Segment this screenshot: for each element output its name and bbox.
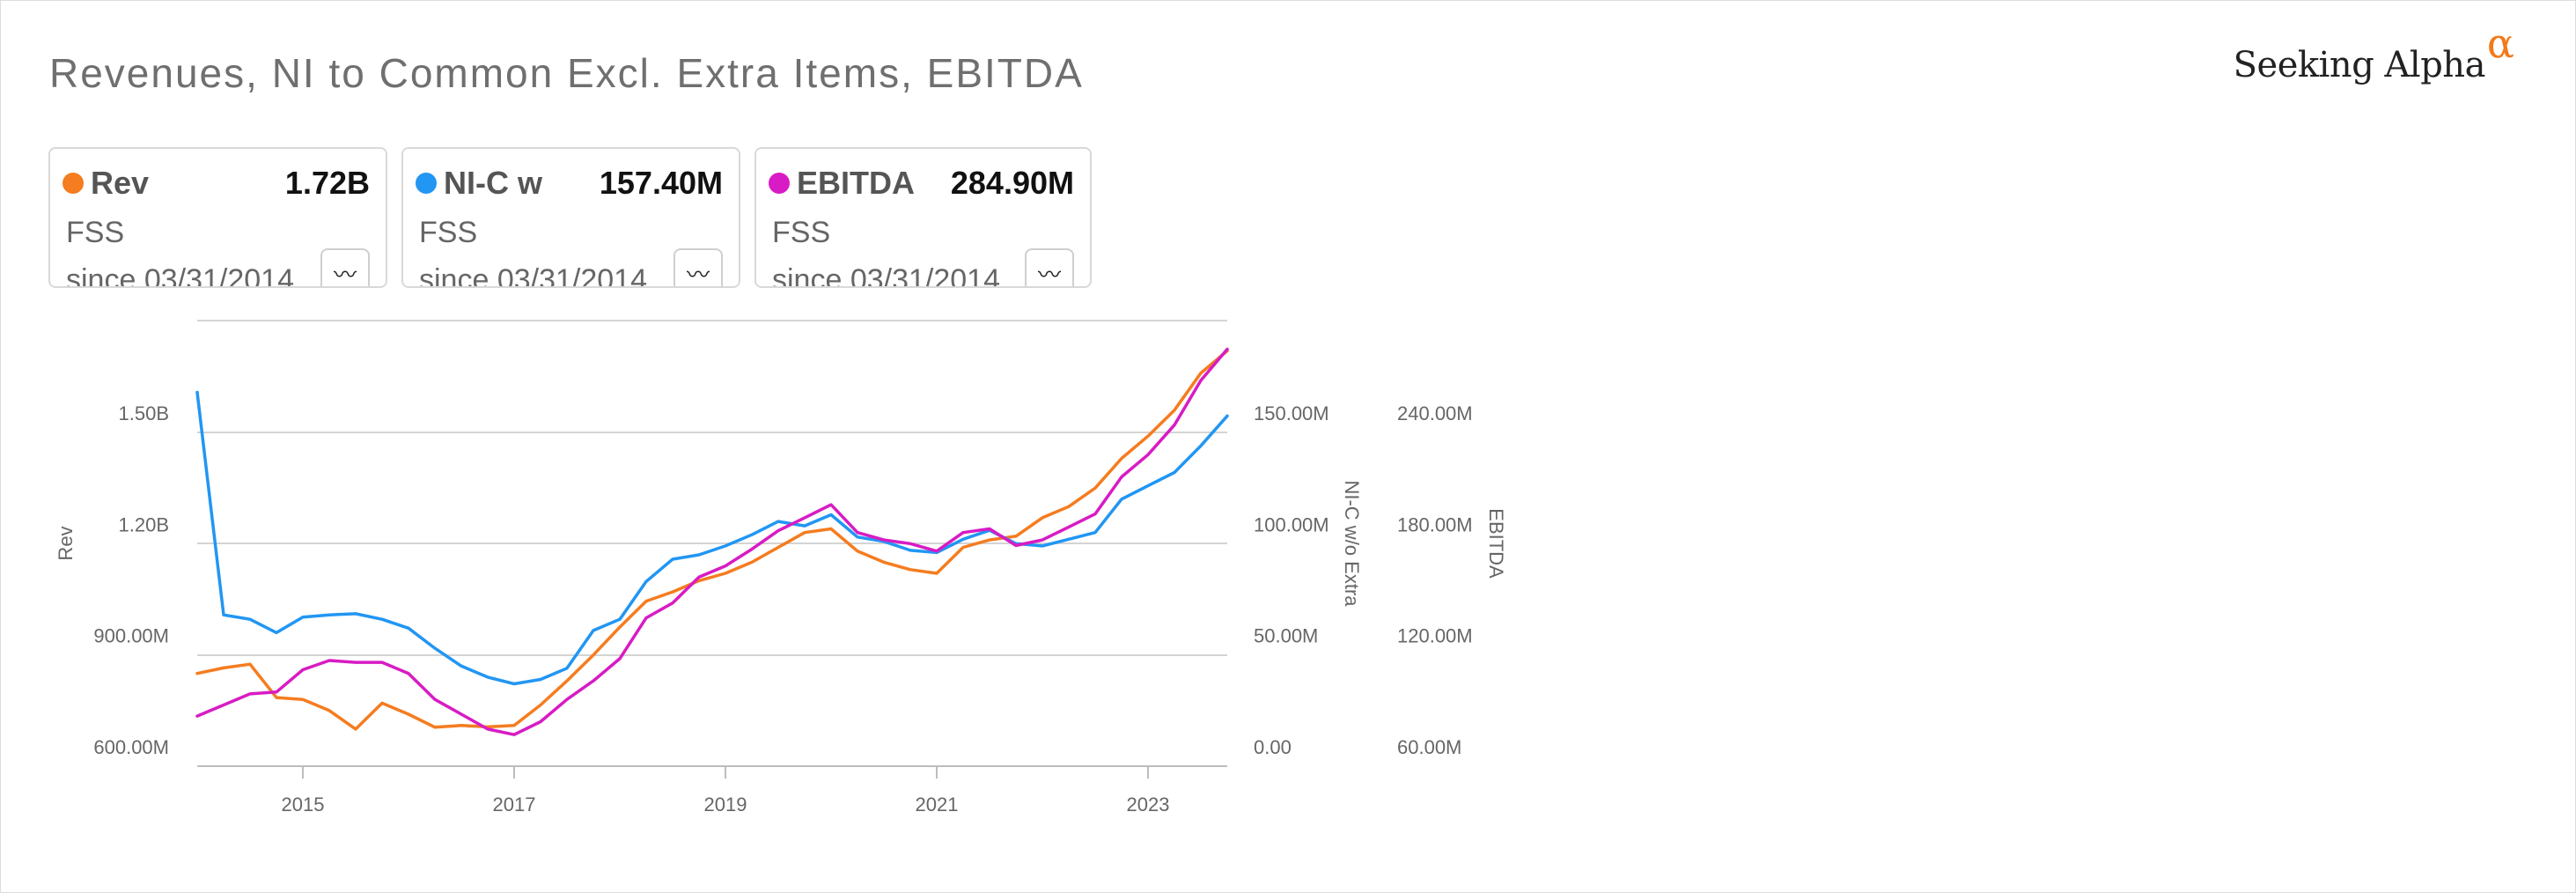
series-dot-icon <box>769 173 790 194</box>
series-ticker: FSS <box>772 216 831 249</box>
x-tick-label: 2017 <box>493 793 536 816</box>
series-ticker: FSS <box>419 216 478 249</box>
y-axis-label-right1: NI-C w/o Extra <box>1341 480 1363 607</box>
series-value-ebitda: 284.90M <box>950 165 1074 201</box>
series-value-ni: 157.40M <box>599 165 723 201</box>
series-card-ni[interactable]: NI-C w 157.40M FSS since 03/31/2014 〰 <box>401 147 740 288</box>
series-since: since 03/31/2014 <box>772 263 1000 288</box>
series-line-rev <box>195 349 1229 731</box>
series-label-ni: NI-C w <box>416 165 542 202</box>
y-tick-label-left: 1.20B <box>119 513 170 535</box>
series-dot-icon <box>63 173 84 194</box>
y-tick-label-right2: 60.00M <box>1397 736 1461 758</box>
y-tick-label-right1: 50.00M <box>1254 625 1318 647</box>
sparkline-toggle-icon[interactable]: 〰 <box>320 248 370 286</box>
logo-text: Seeking Alpha <box>2233 45 2486 85</box>
y-tick-label-right1: 100.00M <box>1254 513 1329 535</box>
sparkline-toggle-icon[interactable]: 〰 <box>1025 248 1074 286</box>
series-ticker: FSS <box>66 216 125 249</box>
series-card-ebitda[interactable]: EBITDA 284.90M FSS since 03/31/2014 〰 <box>754 147 1092 288</box>
y-tick-label-right2: 180.00M <box>1397 513 1473 535</box>
x-tick-label: 2021 <box>916 793 959 816</box>
y-axis-label-right2: EBITDA <box>1485 508 1507 579</box>
series-since: since 03/31/2014 <box>419 263 647 288</box>
series-line-ebitda <box>195 347 1229 736</box>
y-tick-label-right1: 150.00M <box>1254 402 1329 424</box>
x-tick-label: 2015 <box>282 793 325 816</box>
y-tick-label-right1: 0.00 <box>1254 736 1292 758</box>
series-since: since 03/31/2014 <box>66 263 294 288</box>
series-label-rev: Rev <box>63 165 149 202</box>
x-tick-label: 2023 <box>1127 793 1170 816</box>
alpha-icon: α <box>2486 19 2514 67</box>
series-line-ni-c-w <box>195 390 1229 686</box>
series-value-rev: 1.72B <box>284 165 370 201</box>
y-tick-label-left: 600.00M <box>93 736 169 758</box>
y-tick-label-left: 1.50B <box>119 402 170 424</box>
x-tick-label: 2019 <box>704 793 747 816</box>
chart-title: Revenues, NI to Common Excl. Extra Items… <box>49 50 1084 96</box>
y-axis-label-left: Rev <box>55 526 77 560</box>
series-card-rev[interactable]: Rev 1.72B FSS since 03/31/2014 〰 <box>48 147 387 288</box>
y-tick-label-right2: 240.00M <box>1397 402 1473 424</box>
sparkline-toggle-icon[interactable]: 〰 <box>673 248 723 286</box>
y-tick-label-left: 900.00M <box>93 625 169 647</box>
y-tick-label-right2: 120.00M <box>1397 625 1473 647</box>
series-dot-icon <box>416 173 437 194</box>
seeking-alpha-logo[interactable]: Seeking Alphaα <box>2233 19 2514 86</box>
series-label-ebitda: EBITDA <box>769 165 915 202</box>
